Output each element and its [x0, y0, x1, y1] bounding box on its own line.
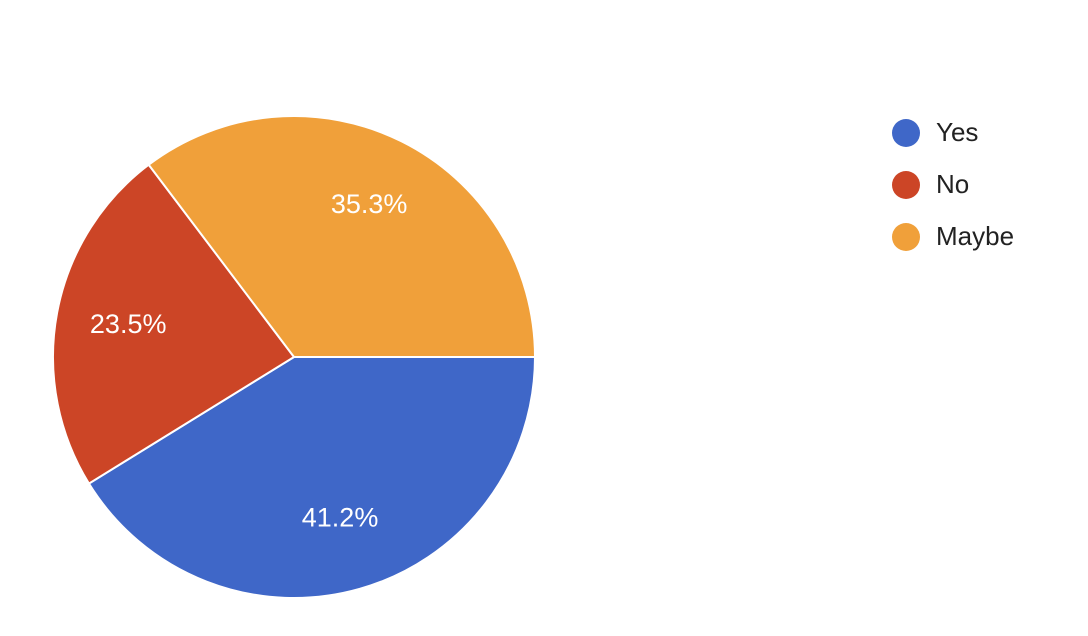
legend-marker: [892, 119, 920, 147]
legend-marker: [892, 171, 920, 199]
slice-label: 23.5%: [90, 309, 167, 339]
legend-label: Yes: [936, 117, 978, 147]
pie-slice: [87, 356, 537, 599]
legend-marker: [892, 223, 920, 251]
pie-slice: [52, 163, 296, 485]
pie-slice: [147, 115, 537, 358]
legend-label: No: [936, 169, 969, 199]
slice-label: 41.2%: [302, 502, 379, 532]
legend-label: Maybe: [936, 221, 1014, 251]
slice-label: 35.3%: [331, 189, 408, 219]
